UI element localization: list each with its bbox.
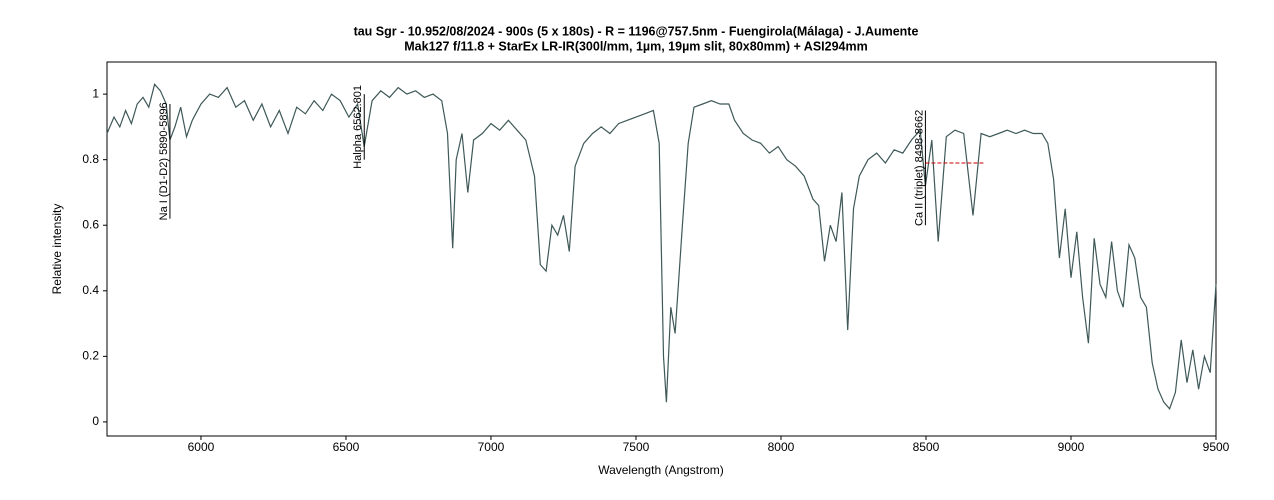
y-axis-label: Relative intensity [50, 204, 64, 295]
x-tick-label: 6500 [333, 440, 360, 454]
y-tick-label: 1 [92, 86, 99, 100]
chart-title: tau Sgr - 10.952/08/2024 - 900s (5 x 180… [354, 24, 919, 38]
y-tick-label: 0.2 [82, 349, 99, 363]
x-tick-label: 7500 [623, 440, 650, 454]
annotation-label: Na I (D1-D2) 5890-5896 [158, 102, 170, 220]
x-tick-label: 8500 [913, 440, 940, 454]
x-tick-label: 6000 [188, 440, 215, 454]
annotation-label: Ca II (triplet) 8498-8662 [913, 110, 925, 226]
y-tick-label: 0.4 [82, 283, 99, 297]
y-tick-label: 0 [92, 414, 99, 428]
y-tick-label: 0.8 [82, 152, 99, 166]
y-tick-label: 0.6 [82, 217, 99, 231]
spectrum-line [106, 83, 1217, 410]
x-tick-label: 9000 [1058, 440, 1085, 454]
x-tick-label: 9500 [1203, 440, 1230, 454]
x-axis-label: Wavelength (Angstrom) [598, 463, 724, 477]
plot-frame [106, 61, 1217, 437]
x-tick-label: 7000 [478, 440, 505, 454]
chart-subtitle: Mak127 f/11.8 + StarEx LR-IR(300l/mm, 1µ… [404, 39, 867, 53]
annotation-label: Halpha 6562.801 [352, 85, 364, 169]
x-tick-label: 8000 [768, 440, 795, 454]
